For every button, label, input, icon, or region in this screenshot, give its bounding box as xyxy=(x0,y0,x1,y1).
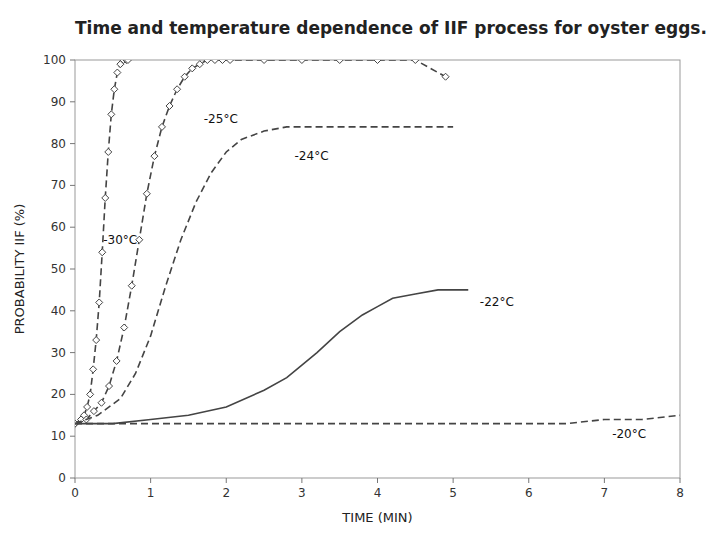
series-line xyxy=(75,290,468,424)
x-tick-label: 3 xyxy=(298,486,306,500)
x-tick-label: 6 xyxy=(525,486,533,500)
y-tick-label: 10 xyxy=(51,429,66,443)
y-tick-label: 0 xyxy=(58,471,66,485)
y-tick xyxy=(70,352,75,353)
curve-label: -20°C xyxy=(612,427,646,441)
curve-label: -24°C xyxy=(295,149,329,163)
y-tick-label: 20 xyxy=(51,387,66,401)
y-tick xyxy=(70,60,75,61)
x-tick-label: 4 xyxy=(374,486,382,500)
plot-area xyxy=(75,60,680,427)
y-tick-label: 90 xyxy=(51,95,66,109)
y-axis-label: PROBABILITY IIF (%) xyxy=(12,204,27,335)
series-marker xyxy=(128,282,135,289)
x-tick xyxy=(453,478,454,483)
series-marker xyxy=(211,60,218,64)
series-line xyxy=(75,60,446,424)
y-tick-label: 80 xyxy=(51,137,66,151)
x-tick xyxy=(75,478,76,483)
series-marker xyxy=(105,148,112,155)
series-marker xyxy=(174,86,181,93)
series-marker xyxy=(158,123,165,130)
series-marker xyxy=(219,60,226,64)
x-tick-label: 8 xyxy=(676,486,684,500)
x-tick xyxy=(301,478,302,483)
series-marker xyxy=(90,366,97,373)
series-marker xyxy=(113,357,120,364)
series-marker xyxy=(189,65,196,72)
series-marker xyxy=(442,73,449,80)
x-tick xyxy=(604,478,605,483)
series-marker xyxy=(111,86,118,93)
x-tick-label: 0 xyxy=(71,486,79,500)
series-marker xyxy=(108,111,115,118)
series-marker xyxy=(336,60,343,64)
x-tick xyxy=(680,478,681,483)
x-tick xyxy=(150,478,151,483)
y-tick xyxy=(70,143,75,144)
series-marker xyxy=(96,299,103,306)
y-tick-label: 60 xyxy=(51,220,66,234)
y-tick xyxy=(70,185,75,186)
series-marker xyxy=(298,60,305,64)
plot-frame xyxy=(75,60,680,478)
series-marker xyxy=(87,391,94,398)
series-marker xyxy=(227,60,234,64)
series-marker xyxy=(143,190,150,197)
x-tick-label: 5 xyxy=(449,486,457,500)
y-tick xyxy=(70,394,75,395)
series-marker xyxy=(99,249,106,256)
y-tick-label: 100 xyxy=(43,53,66,67)
x-tick xyxy=(528,478,529,483)
series-marker xyxy=(374,60,381,64)
series-marker xyxy=(151,153,158,160)
series-marker xyxy=(106,383,113,390)
y-tick xyxy=(70,101,75,102)
series-marker xyxy=(204,60,211,64)
curve-label: -25°C xyxy=(204,112,238,126)
curve-label: -30°C xyxy=(103,233,137,247)
x-axis-label: TIME (MIN) xyxy=(341,510,412,525)
x-tick-label: 1 xyxy=(147,486,155,500)
series-marker xyxy=(166,102,173,109)
series-marker xyxy=(121,324,128,331)
x-tick-label: 2 xyxy=(222,486,230,500)
x-tick-label: 7 xyxy=(601,486,609,500)
y-tick-label: 30 xyxy=(51,346,66,360)
annotations: -30°C -25°C -24°C -22°C -20°C xyxy=(103,112,646,442)
y-tick xyxy=(70,269,75,270)
y-tick xyxy=(70,478,75,479)
x-tick xyxy=(377,478,378,483)
series-marker xyxy=(114,69,121,76)
series-marker xyxy=(98,399,105,406)
series-marker xyxy=(90,408,97,415)
y-tick-label: 40 xyxy=(51,304,66,318)
y-tick xyxy=(70,310,75,311)
series-marker xyxy=(102,194,109,201)
series-marker xyxy=(196,61,203,68)
y-tick xyxy=(70,436,75,437)
axes: 0123456780102030405060708090100 xyxy=(43,53,684,500)
x-tick xyxy=(226,478,227,483)
series-marker xyxy=(124,60,131,64)
series-marker xyxy=(84,403,91,410)
y-tick-label: 70 xyxy=(51,178,66,192)
chart: Time and temperature dependence of IIF p… xyxy=(0,0,720,540)
series-line xyxy=(75,127,453,424)
curve-label: -22°C xyxy=(480,295,514,309)
title: Time and temperature dependence of IIF p… xyxy=(75,18,707,38)
series-marker xyxy=(93,337,100,344)
y-tick xyxy=(70,227,75,228)
series-marker xyxy=(412,60,419,64)
y-tick-label: 50 xyxy=(51,262,66,276)
series-line xyxy=(75,415,680,423)
series-marker xyxy=(261,60,268,64)
series-marker xyxy=(181,73,188,80)
